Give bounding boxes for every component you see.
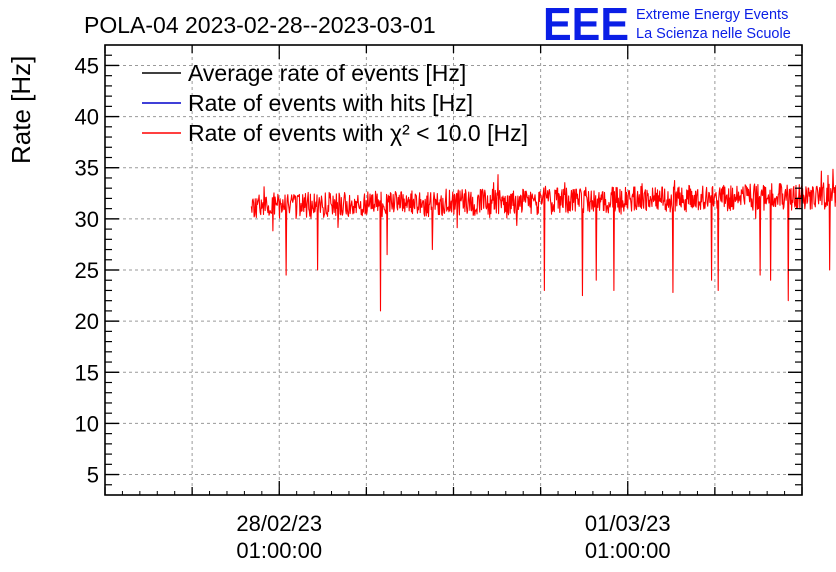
y-tick-label: 10 (75, 411, 99, 436)
y-axis-ticks: 5 10 15 20 25 30 35 40 45 (75, 53, 802, 488)
eee-logo-line2: La Scienza nelle Scuole (636, 26, 791, 42)
y-tick-label: 35 (75, 156, 99, 181)
chart-title: POLA-04 2023-02-28--2023-03-01 (84, 12, 436, 38)
legend-label-chi2: Rate of events with χ² < 10.0 [Hz] (188, 120, 528, 146)
x-tick-label-time: 01:00:00 (585, 538, 671, 563)
grid-lines (105, 45, 802, 495)
eee-logo: EEE Extreme Energy Events La Scienza nel… (543, 0, 791, 50)
y-tick-label: 15 (75, 360, 99, 385)
eee-logo-line1: Extreme Energy Events (636, 7, 788, 23)
y-tick-label: 20 (75, 309, 99, 334)
legend-label-average: Average rate of events [Hz] (188, 60, 466, 86)
x-tick-label-time: 01:00:00 (236, 538, 322, 563)
y-tick-label: 5 (87, 463, 99, 488)
eee-logo-mark: EEE (543, 0, 629, 50)
y-tick-label: 45 (75, 53, 99, 78)
legend: Average rate of events [Hz] Rate of even… (142, 60, 528, 146)
x-tick-label-date: 01/03/23 (585, 511, 671, 536)
y-axis-label: Rate [Hz] (6, 56, 36, 164)
x-axis-ticks: 28/02/2301:00:0001/03/2301:00:0002/03/23… (104, 45, 803, 563)
y-tick-label: 30 (75, 207, 99, 232)
series-chi2-rate-line (250, 168, 836, 312)
y-tick-label: 25 (75, 258, 99, 283)
x-tick-label-date: 28/02/23 (236, 511, 322, 536)
legend-label-hits: Rate of events with hits [Hz] (188, 90, 473, 116)
y-tick-label: 40 (75, 105, 99, 130)
